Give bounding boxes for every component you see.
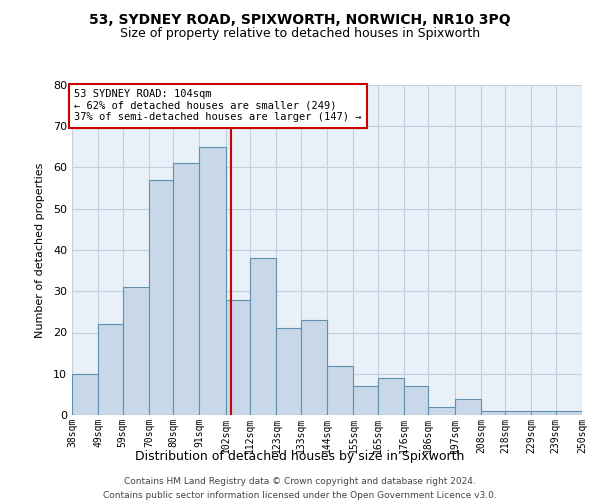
Bar [98, 324, 122, 415]
Bar [455, 398, 481, 415]
Y-axis label: Number of detached properties: Number of detached properties [35, 162, 44, 338]
Bar [505, 411, 532, 415]
Bar [481, 411, 505, 415]
Text: Distribution of detached houses by size in Spixworth: Distribution of detached houses by size … [136, 450, 464, 463]
Bar [277, 328, 301, 415]
Bar [377, 378, 404, 415]
Bar [149, 180, 173, 415]
Bar [532, 411, 556, 415]
Text: 53 SYDNEY ROAD: 104sqm
← 62% of detached houses are smaller (249)
37% of semi-de: 53 SYDNEY ROAD: 104sqm ← 62% of detached… [74, 89, 362, 122]
Bar [72, 374, 98, 415]
Bar [250, 258, 277, 415]
Text: Contains HM Land Registry data © Crown copyright and database right 2024.: Contains HM Land Registry data © Crown c… [124, 478, 476, 486]
Bar [353, 386, 377, 415]
Bar [122, 287, 149, 415]
Bar [428, 407, 455, 415]
Text: 53, SYDNEY ROAD, SPIXWORTH, NORWICH, NR10 3PQ: 53, SYDNEY ROAD, SPIXWORTH, NORWICH, NR1… [89, 12, 511, 26]
Text: Size of property relative to detached houses in Spixworth: Size of property relative to detached ho… [120, 28, 480, 40]
Bar [226, 300, 250, 415]
Bar [173, 164, 199, 415]
Bar [556, 411, 582, 415]
Bar [301, 320, 327, 415]
Bar [199, 147, 226, 415]
Bar [404, 386, 428, 415]
Bar [327, 366, 353, 415]
Text: Contains public sector information licensed under the Open Government Licence v3: Contains public sector information licen… [103, 491, 497, 500]
